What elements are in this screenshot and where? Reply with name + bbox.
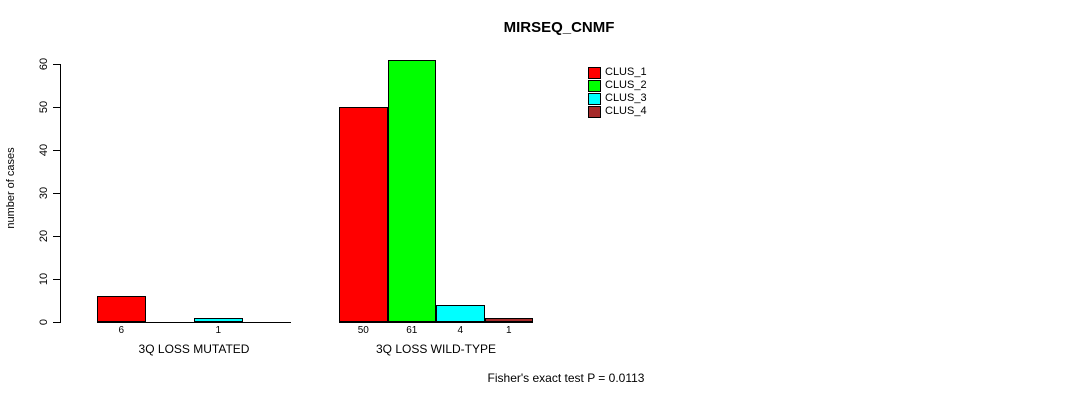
y-tick-mark [53, 322, 60, 323]
y-tick-mark [53, 150, 60, 151]
y-axis-line [60, 64, 61, 323]
legend-swatch-icon [588, 92, 601, 105]
legend-label: CLUS_3 [605, 92, 647, 104]
chart-title: MIRSEQ_CNMF [503, 19, 615, 36]
bar-value-label: 1 [215, 325, 222, 336]
y-tick-label: 10 [38, 272, 50, 286]
legend-label: CLUS_4 [605, 105, 647, 117]
bar-clus_3-group1 [194, 318, 243, 322]
y-tick-mark [53, 193, 60, 194]
y-tick-label: 60 [38, 57, 50, 71]
legend-label: CLUS_1 [605, 66, 647, 78]
y-tick-mark [53, 64, 60, 65]
bar-clus_1-group1 [97, 296, 146, 322]
y-tick-label: 40 [38, 143, 50, 157]
y-tick-mark [53, 107, 60, 108]
legend-swatch-icon [588, 105, 601, 118]
bar-value-label: 61 [406, 325, 418, 336]
bar-value-label: 6 [118, 325, 125, 336]
bar-clus_3-group2 [436, 305, 485, 322]
bar-clus_2-group2 [388, 60, 436, 322]
y-axis-title: number of cases [5, 147, 17, 229]
y-tick-label: 50 [38, 100, 50, 114]
y-tick-mark [53, 279, 60, 280]
legend-label: CLUS_2 [605, 79, 647, 91]
legend: CLUS_1 CLUS_2 CLUS_3 CLUS_4 [588, 66, 647, 118]
y-tick-label: 30 [38, 186, 50, 200]
group-baseline [97, 322, 291, 323]
legend-item: CLUS_1 [588, 66, 647, 79]
bar-clus_4-group2 [485, 318, 533, 322]
bar-value-label: 50 [357, 325, 369, 336]
bar-clus_1-group2 [339, 107, 388, 322]
stat-note: Fisher's exact test P = 0.0113 [487, 371, 645, 385]
y-tick-label: 0 [38, 318, 50, 326]
bar-value-label: 1 [505, 325, 512, 336]
legend-item: CLUS_3 [588, 92, 647, 105]
legend-swatch-icon [588, 66, 601, 79]
legend-item: CLUS_4 [588, 105, 647, 118]
category-label: 3Q LOSS MUTATED [138, 342, 250, 356]
bar-value-label: 4 [457, 325, 464, 336]
legend-item: CLUS_2 [588, 79, 647, 92]
y-tick-label: 20 [38, 229, 50, 243]
legend-swatch-icon [588, 79, 601, 92]
group-baseline [339, 322, 533, 323]
y-tick-mark [53, 236, 60, 237]
category-label: 3Q LOSS WILD-TYPE [375, 342, 497, 356]
